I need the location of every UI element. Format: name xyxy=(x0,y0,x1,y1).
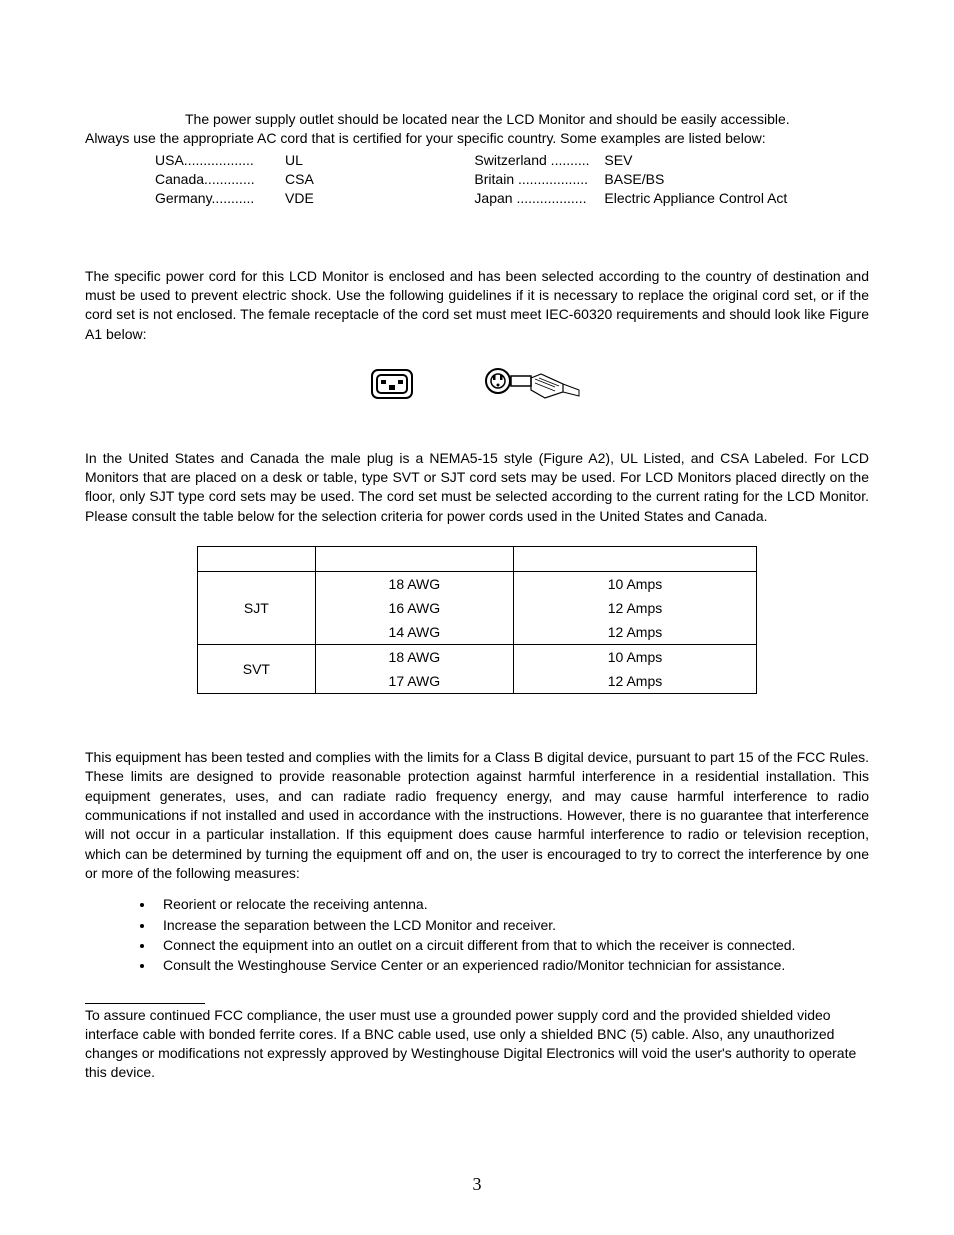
intro-line1: The power supply outlet should be locate… xyxy=(185,111,790,127)
fcc-paragraph: This equipment has been tested and compl… xyxy=(85,748,869,883)
intro-line2: Always use the appropriate AC cord that … xyxy=(85,130,766,146)
figures-row xyxy=(85,366,869,407)
country-name: USA.................. xyxy=(155,151,285,170)
country-row: Switzerland .......... SEV xyxy=(474,151,869,170)
plug-icon xyxy=(483,366,583,402)
figure-a2 xyxy=(483,366,583,407)
receptacle-icon xyxy=(371,369,413,399)
rating-cell: 12 Amps xyxy=(513,620,756,645)
country-name: Britain .................. xyxy=(474,170,604,189)
warning-underline xyxy=(85,1001,205,1004)
conductor-cell: 16 AWG xyxy=(315,596,513,620)
cord-type-cell: SJT xyxy=(198,572,316,645)
page-number: 3 xyxy=(0,1174,954,1195)
measures-list: Reorient or relocate the receiving anten… xyxy=(85,895,869,975)
conductor-cell: 17 AWG xyxy=(315,669,513,694)
list-item: Increase the separation between the LCD … xyxy=(155,916,869,935)
country-cert-list: USA.................. UL Canada.........… xyxy=(85,151,869,209)
country-row: Japan .................. Electric Applia… xyxy=(474,189,869,208)
intro-paragraph: The power supply outlet should be locate… xyxy=(85,110,869,149)
country-cert: BASE/BS xyxy=(604,170,869,189)
country-name: Germany........... xyxy=(155,189,285,208)
country-column-left: USA.................. UL Canada.........… xyxy=(85,151,474,209)
table-header-row xyxy=(198,547,757,572)
rating-cell: 10 Amps xyxy=(513,645,756,670)
us-canada-paragraph: In the United States and Canada the male… xyxy=(85,449,869,526)
country-row: Britain .................. BASE/BS xyxy=(474,170,869,189)
country-cert: Electric Appliance Control Act xyxy=(604,189,869,208)
rating-cell: 12 Amps xyxy=(513,669,756,694)
table-header xyxy=(198,547,316,572)
list-item: Consult the Westinghouse Service Center … xyxy=(155,956,869,975)
power-cord-table: SJT 18 AWG 10 Amps 16 AWG 12 Amps 14 AWG… xyxy=(197,546,757,694)
country-name: Canada............. xyxy=(155,170,285,189)
conductor-cell: 18 AWG xyxy=(315,645,513,670)
cord-guidelines-paragraph: The specific power cord for this LCD Mon… xyxy=(85,267,869,344)
table-row: SJT 18 AWG 10 Amps xyxy=(198,572,757,597)
country-name: Japan .................. xyxy=(474,189,604,208)
country-row: Germany........... VDE xyxy=(155,189,474,208)
country-cert: VDE xyxy=(285,189,474,208)
country-row: USA.................. UL xyxy=(155,151,474,170)
country-cert: UL xyxy=(285,151,474,170)
cord-type-cell: SVT xyxy=(198,645,316,694)
rating-cell: 10 Amps xyxy=(513,572,756,597)
document-page: The power supply outlet should be locate… xyxy=(0,0,954,1235)
list-item: Connect the equipment into an outlet on … xyxy=(155,936,869,955)
conductor-cell: 18 AWG xyxy=(315,572,513,597)
fcc-warning-paragraph: To assure continued FCC compliance, the … xyxy=(85,1006,869,1083)
figure-a1 xyxy=(371,369,413,404)
country-row: Canada............. CSA xyxy=(155,170,474,189)
table-row: SVT 18 AWG 10 Amps xyxy=(198,645,757,670)
country-column-right: Switzerland .......... SEV Britain .....… xyxy=(474,151,869,209)
country-cert: SEV xyxy=(604,151,869,170)
table-header xyxy=(315,547,513,572)
rating-cell: 12 Amps xyxy=(513,596,756,620)
conductor-cell: 14 AWG xyxy=(315,620,513,645)
list-item: Reorient or relocate the receiving anten… xyxy=(155,895,869,914)
country-name: Switzerland .......... xyxy=(474,151,604,170)
country-cert: CSA xyxy=(285,170,474,189)
table-header xyxy=(513,547,756,572)
